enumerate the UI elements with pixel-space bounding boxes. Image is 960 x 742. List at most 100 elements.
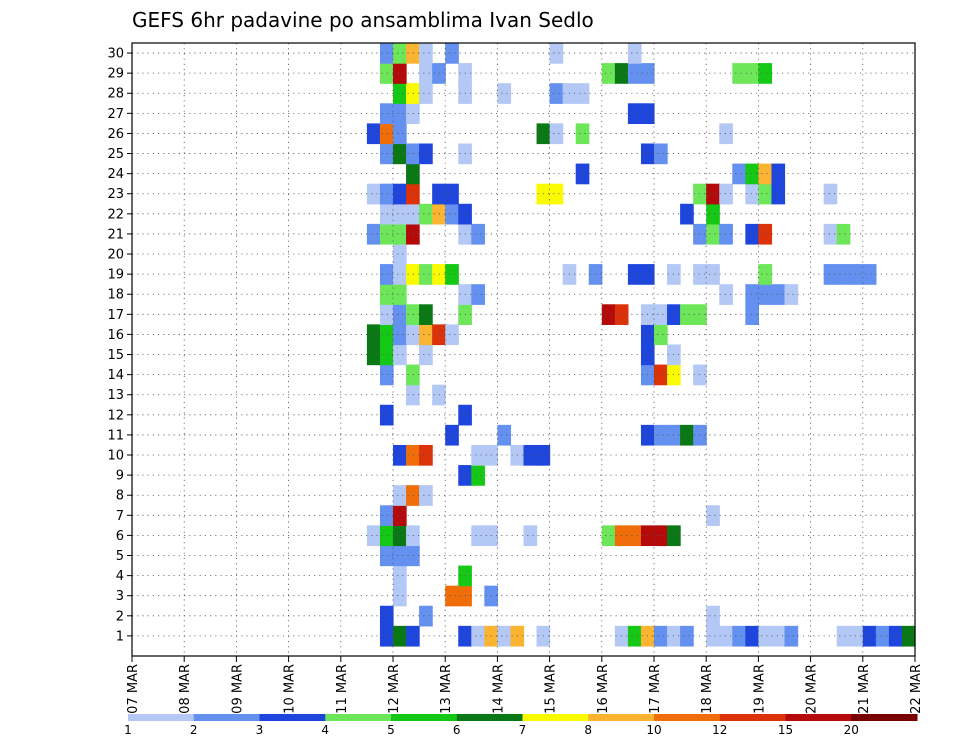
heat-cell xyxy=(680,203,694,225)
heat-cell xyxy=(627,103,642,124)
heat-cell xyxy=(784,284,799,305)
heat-cell xyxy=(366,183,381,205)
heat-cell xyxy=(654,625,668,647)
colorbar-label: 1 xyxy=(124,723,132,737)
colorbar-label: 5 xyxy=(387,723,395,737)
heat-cell xyxy=(445,264,459,285)
heat-cell xyxy=(379,203,394,225)
y-tick-label: 18 xyxy=(107,288,124,303)
heat-cell xyxy=(758,284,773,305)
heat-cell xyxy=(379,284,394,305)
colorbar-swatch xyxy=(851,714,918,721)
heat-cell xyxy=(471,284,485,305)
heat-cell xyxy=(849,264,864,285)
heat-cell xyxy=(419,83,433,104)
y-tick-label: 8 xyxy=(116,489,124,504)
heat-cell xyxy=(379,404,394,426)
heat-cell xyxy=(366,223,381,245)
heat-cell xyxy=(471,444,485,466)
y-tick-label: 10 xyxy=(107,449,124,464)
grid-lines xyxy=(132,43,915,656)
heat-cell xyxy=(393,103,407,124)
heat-cell xyxy=(719,223,733,245)
colorbar-label: 12 xyxy=(712,723,727,737)
heat-cell xyxy=(471,223,485,245)
heatmap-cells xyxy=(366,43,916,647)
heat-cell xyxy=(654,324,668,346)
y-tick-label: 22 xyxy=(107,207,124,222)
heat-cell xyxy=(379,605,394,627)
heat-cell xyxy=(393,264,407,285)
x-tick-label: 11 MAR xyxy=(335,664,350,714)
heat-cell xyxy=(575,83,590,104)
x-tick-label: 12 MAR xyxy=(387,664,402,714)
heat-cell xyxy=(836,264,851,285)
heat-cell xyxy=(549,183,564,205)
heat-cell xyxy=(419,63,433,84)
colorbar-swatch xyxy=(522,714,589,721)
heat-cell xyxy=(379,143,394,165)
heat-cell xyxy=(732,163,746,185)
x-tick-label: 19 MAR xyxy=(752,664,767,714)
heat-cell xyxy=(379,63,394,84)
heat-cell xyxy=(706,223,720,245)
x-tick-label: 09 MAR xyxy=(230,664,245,714)
heat-cell xyxy=(758,625,773,647)
heat-cell xyxy=(836,625,851,647)
heat-cell xyxy=(393,203,407,225)
heat-cell xyxy=(393,223,407,245)
heat-cell xyxy=(393,324,407,346)
y-tick-label: 11 xyxy=(107,428,124,443)
heat-cell xyxy=(706,505,720,526)
heat-cell xyxy=(823,183,838,205)
heat-cell xyxy=(627,63,642,84)
heat-cell xyxy=(523,525,538,547)
heat-cell xyxy=(719,123,733,145)
x-tick-label: 20 MAR xyxy=(805,664,820,714)
y-tick-label: 26 xyxy=(107,127,124,142)
heat-cell xyxy=(849,625,864,647)
heat-cell xyxy=(745,223,759,245)
heat-cell xyxy=(393,444,407,466)
heat-cell xyxy=(706,625,720,647)
heat-cell xyxy=(379,223,394,245)
colorbar-swatch xyxy=(785,714,852,721)
heat-cell xyxy=(823,223,838,245)
heat-cell xyxy=(393,183,407,205)
heat-cell xyxy=(379,183,394,205)
heat-cell xyxy=(419,344,433,366)
heat-cell xyxy=(419,605,433,627)
heat-cell xyxy=(379,123,394,145)
heat-cell xyxy=(379,505,394,526)
colorbar-label: 15 xyxy=(778,723,793,737)
heat-cell xyxy=(379,43,394,64)
heat-cell xyxy=(771,284,786,305)
heat-cell xyxy=(784,625,799,647)
heat-cell xyxy=(654,364,668,386)
heat-cell xyxy=(393,485,407,506)
heat-cell xyxy=(445,183,459,205)
heat-cell xyxy=(745,304,759,325)
heat-cell xyxy=(419,485,433,506)
colorbar-label: 4 xyxy=(321,723,329,737)
heat-cell xyxy=(680,304,694,325)
heat-cell xyxy=(745,625,759,647)
heat-cell xyxy=(549,83,564,104)
y-tick-label: 7 xyxy=(116,509,124,524)
heat-cell xyxy=(379,103,394,124)
heat-cell xyxy=(758,223,773,245)
heat-cell xyxy=(758,63,773,84)
x-tick-label: 10 MAR xyxy=(283,664,298,714)
heat-cell xyxy=(445,203,459,225)
heat-cell xyxy=(393,525,407,547)
heat-cell xyxy=(393,43,407,64)
heat-cell xyxy=(393,83,407,104)
heat-cell xyxy=(393,143,407,165)
y-tick-label: 2 xyxy=(116,609,124,624)
heat-cell xyxy=(549,123,564,145)
heat-cell xyxy=(627,264,642,285)
heat-cell xyxy=(393,304,407,325)
heat-cell xyxy=(393,344,407,366)
heat-cell xyxy=(771,163,786,185)
heat-cell xyxy=(758,183,773,205)
